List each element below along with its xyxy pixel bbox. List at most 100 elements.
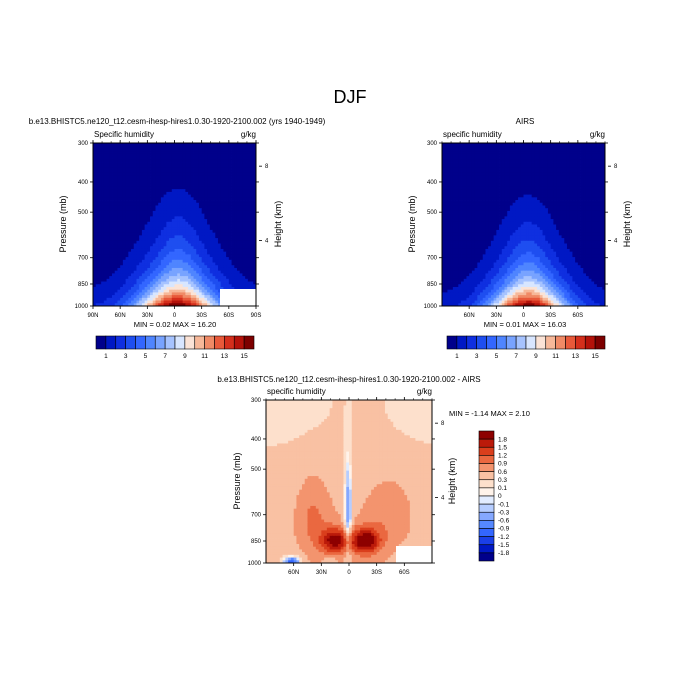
heatmap-cell [169,224,173,228]
heatmap-cell [122,240,126,244]
heatmap-cell [158,246,162,250]
heatmap-cell [234,216,238,220]
heatmap-cell [169,248,173,253]
heatmap-cell [182,202,186,206]
heatmap-cell [537,156,541,160]
heatmap-cell [179,297,184,301]
heatmap-cell [207,303,211,306]
heatmap-cell [98,178,102,182]
heatmap-cell [112,224,116,228]
heatmap-cell [166,219,170,223]
heatmap-cell [215,240,219,244]
heatmap-cell [236,232,241,236]
heatmap-cell [226,267,230,272]
heatmap-cell [188,262,192,266]
heatmap-cell [174,162,178,166]
heatmap-cell [247,145,251,149]
heatmap-cell [507,148,511,152]
heatmap-cell [594,191,598,196]
heatmap-cell [114,267,118,272]
heatmap-cell [139,143,143,147]
heatmap-cell [245,221,249,225]
heatmap-cell [220,246,224,250]
heatmap-cell [474,167,478,171]
heatmap-cell [182,240,186,244]
heatmap-cell [169,219,173,223]
heatmap-cell [239,189,243,193]
heatmap-cell [139,235,143,239]
heatmap-cell [93,224,97,228]
heatmap-cell [588,200,592,204]
heatmap-cell [141,292,146,296]
heatmap-cell [223,221,227,225]
heatmap-cell [588,175,592,179]
heatmap-cell [566,186,571,190]
heatmap-cell [152,270,156,274]
heatmap-cell [585,175,590,179]
heatmap-cell [599,194,603,198]
heatmap-cell [120,178,124,182]
heatmap-cell [177,213,181,217]
heatmap-cell [242,219,246,223]
heatmap-cell [220,191,224,196]
heatmap-cell [247,262,251,266]
heatmap-cell [596,194,600,198]
heatmap-cell [566,156,571,160]
heatmap-cell [569,170,573,174]
heatmap-cell [125,297,129,301]
heatmap-cell [542,183,546,187]
heatmap-cell [152,202,156,206]
heatmap-cell [177,262,181,266]
heatmap-cell [150,297,154,301]
heatmap-cell [580,197,584,201]
heatmap-cell [253,191,256,196]
heatmap-cell [477,191,481,196]
heatmap-cell [177,151,181,155]
heatmap-cell [250,181,254,185]
heatmap-cell [217,164,222,168]
heatmap-cell [466,178,470,182]
heatmap-cell [150,167,154,171]
heatmap-cell [169,235,173,239]
heatmap-cell [231,145,235,149]
heatmap-cell [583,178,587,182]
heatmap-cell [220,197,224,201]
heatmap-cell [515,148,519,152]
heatmap-cell [209,197,213,201]
heatmap-cell [575,148,579,152]
heatmap-cell [564,183,568,187]
heatmap-cell [109,162,113,166]
heatmap-cell [166,210,170,215]
heatmap-cell [564,153,568,157]
heatmap-cell [528,172,533,176]
heatmap-cell [250,167,254,171]
heatmap-cell [182,259,186,263]
heatmap-cell [193,200,197,204]
heatmap-cell [452,164,456,168]
heatmap-cell [133,254,137,258]
heatmap-cell [564,189,568,193]
heatmap-cell [250,151,254,155]
heatmap-cell [141,248,146,253]
heatmap-cell [234,170,238,174]
heatmap-cell [177,172,181,176]
heatmap-cell [114,143,118,147]
heatmap-cell [234,246,238,250]
heatmap-cell [247,197,251,201]
heatmap-cell [122,164,126,168]
heatmap-cell [242,170,246,174]
heatmap-cell [594,200,598,204]
heatmap-cell [141,205,146,209]
heatmap-cell [588,189,592,193]
heatmap-cell [128,172,132,176]
heatmap-cell [496,200,500,204]
heatmap-cell [158,194,162,198]
heatmap-cell [166,186,170,190]
heatmap-cell [198,167,203,171]
heatmap-cell [136,257,140,261]
heatmap-cell [488,186,492,190]
heatmap-cell [239,186,243,190]
heatmap-cell [534,189,538,193]
heatmap-cell [558,194,562,198]
heatmap-cell [136,167,140,171]
